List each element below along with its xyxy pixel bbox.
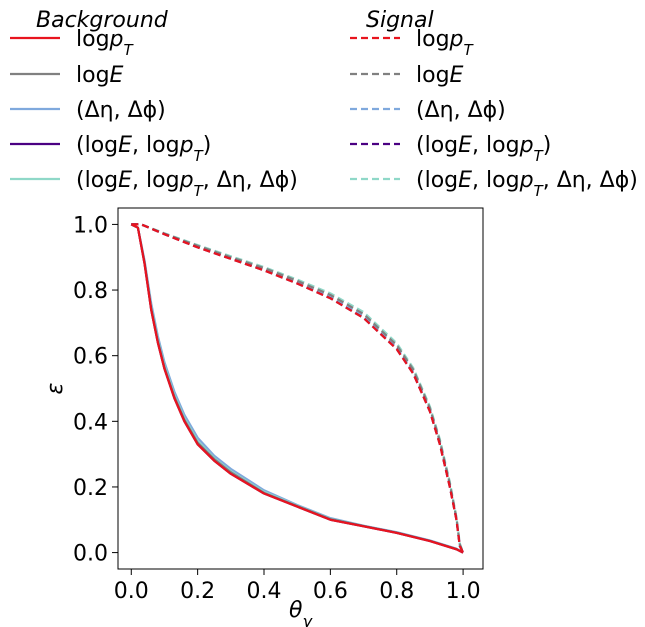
legend-title-signal: Signal <box>366 8 434 33</box>
x-axis-label: θγ <box>289 598 313 627</box>
legend-label: (logE, logpT, Δη, Δϕ) <box>76 168 298 200</box>
x-tick-label: 0.8 <box>379 579 414 604</box>
series-layer <box>130 223 465 554</box>
y-tick-label: 0.0 <box>73 542 108 567</box>
legend-label: logE <box>76 63 124 88</box>
series-line-background-2 <box>130 223 464 554</box>
series-line-background-3 <box>130 223 464 554</box>
legend: Background Signal logpT logE (Δη, Δϕ) (logE… <box>10 8 638 200</box>
x-tick-label: 0.2 <box>180 579 215 604</box>
plot-area: 0.0 0.2 0.4 0.6 0.8 1.0 0.0 0.2 0.4 0.6 0.8 1.0 θγ… <box>43 207 484 627</box>
legend-label: (logE, logpT, Δη, Δϕ) <box>416 168 638 200</box>
y-axis-label: ε <box>43 382 68 394</box>
x-tick-label: 0.6 <box>313 579 348 604</box>
legend-label: (logE, logpT) <box>416 133 551 165</box>
y-tick-label: 0.4 <box>73 410 108 435</box>
series-line-background-4 <box>130 223 464 554</box>
legend-title-background: Background <box>36 8 169 33</box>
series-line-signal-5 <box>131 223 465 554</box>
legend-label: (logE, logpT) <box>76 133 211 165</box>
series-line-signal-8 <box>131 223 465 554</box>
series-line-background-0 <box>130 223 464 554</box>
legend-label: (Δη, Δϕ) <box>416 98 506 123</box>
y-tick-label: 0.8 <box>73 279 108 304</box>
legend-label: logE <box>416 63 464 88</box>
legend-label: logpT <box>76 27 135 59</box>
series-line-background-1 <box>130 223 464 554</box>
plot-frame <box>117 207 484 570</box>
x-axis-ticks: 0.0 0.2 0.4 0.6 0.8 1.0 <box>114 569 481 604</box>
y-tick-label: 0.2 <box>73 476 108 501</box>
series-line-signal-7 <box>131 223 465 554</box>
series-line-signal-9 <box>131 223 465 553</box>
legend-label: (Δη, Δϕ) <box>76 98 166 123</box>
y-tick-label: 0.6 <box>73 345 108 370</box>
y-tick-label: 1.0 <box>73 213 108 238</box>
y-axis-ticks: 0.0 0.2 0.4 0.6 0.8 1.0 <box>73 213 118 567</box>
series-line-signal-6 <box>131 223 465 554</box>
x-tick-label: 1.0 <box>446 579 481 604</box>
x-tick-label: 0.0 <box>114 579 149 604</box>
legend-label: logpT <box>416 27 475 59</box>
x-tick-label: 0.4 <box>247 579 282 604</box>
